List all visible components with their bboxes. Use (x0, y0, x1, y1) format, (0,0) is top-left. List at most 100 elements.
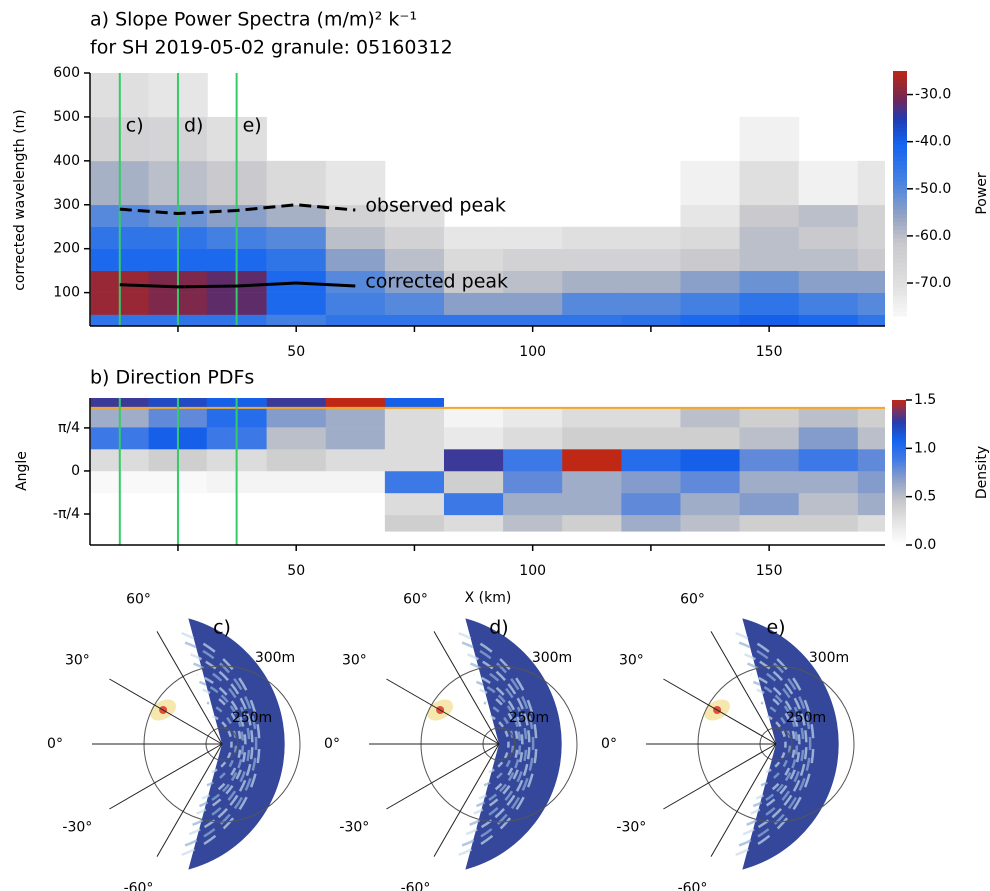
colorbar-swatch (893, 222, 907, 227)
colorbar-tick-label: -50.0 (915, 181, 951, 197)
polar-texture (196, 673, 247, 815)
colorbar-tick-label: -60.0 (915, 228, 951, 244)
heatmap-cell (798, 314, 859, 326)
colorbar-swatch (893, 213, 907, 219)
theta-tick-label: 0° (324, 736, 340, 752)
heatmap-cell (325, 270, 386, 293)
heatmap-cell (680, 449, 741, 472)
heatmap-cell (680, 427, 741, 450)
polar-texture (206, 701, 238, 787)
heatmap-cell (266, 427, 327, 450)
theta-tick-label: -60° (401, 881, 431, 891)
heatmap-cell (503, 470, 563, 494)
heatmap-cell (443, 314, 504, 326)
heatmap-cell (621, 398, 681, 409)
heatmap-cell (857, 398, 885, 409)
colorbar-swatch (892, 412, 906, 415)
polar-spoke (433, 743, 500, 857)
colorbar-swatch (892, 453, 906, 457)
colorbar-swatch (892, 438, 906, 442)
ring-label: 250m (786, 710, 826, 726)
y-tick-label: 500 (53, 109, 80, 125)
x-tick-label: 150 (756, 563, 783, 579)
colorbar-swatch (892, 518, 906, 522)
polar-spoke (710, 631, 777, 745)
heatmap-cell (562, 470, 622, 494)
heatmap-cell (739, 314, 800, 326)
colorbar-swatch (893, 120, 907, 125)
heatmap-cell (443, 470, 504, 494)
colorbar-swatch (893, 295, 907, 301)
colorbar-swatch (893, 132, 907, 137)
colorbar-swatch (893, 177, 907, 182)
heatmap-cell (325, 160, 386, 206)
heatmap-cell (325, 248, 386, 271)
chart-title: a) Slope Power Spectra (m/m)² k⁻¹ (90, 9, 417, 31)
marker-label: d) (184, 115, 203, 137)
ring-label: 250m (509, 710, 549, 726)
colorbar-swatch (892, 489, 906, 493)
colorbar-swatch (892, 404, 906, 408)
heatmap-cell (503, 514, 563, 532)
x-tick-label: 150 (756, 344, 783, 360)
polar-texture (461, 641, 535, 847)
heatmap-cell (857, 160, 885, 206)
heatmap-cell (739, 427, 800, 450)
colorbar-swatch (892, 402, 906, 406)
colorbar-tick-label: 0.5 (914, 489, 936, 505)
y-tick-label: -π/4 (53, 506, 80, 522)
colorbar-tick-label: 0.0 (914, 537, 936, 553)
colorbar-tick-label: -70.0 (915, 275, 951, 291)
polar-spoke (663, 678, 777, 745)
colorbar-swatch (893, 124, 907, 129)
heatmap-cell (266, 160, 327, 206)
heatmap-cell (384, 270, 445, 293)
heatmap-cell (266, 514, 327, 532)
colorbar-swatch (892, 462, 906, 466)
x-tick-label: 100 (519, 344, 546, 360)
heatmap-cell (739, 292, 800, 315)
colorbar-tick-label: 1.5 (914, 392, 936, 408)
heatmap-cell (857, 204, 885, 228)
theta-tick-label: 30° (342, 653, 367, 669)
heatmap-cell (384, 398, 445, 409)
heatmap-cell (266, 314, 327, 326)
colorbar-swatch (892, 416, 906, 420)
colorbar-swatch (892, 516, 906, 519)
series-label: observed peak (365, 195, 506, 217)
colorbar-swatch (892, 508, 906, 512)
colorbar-swatch (893, 250, 907, 256)
heatmap-cell (857, 492, 885, 516)
y-tick-label: 200 (53, 241, 80, 257)
colorbar-swatch (893, 79, 907, 84)
heatmap-cell (739, 492, 800, 516)
polar-texture (475, 680, 522, 808)
polar-texture (184, 641, 258, 847)
colorbar-swatch (892, 528, 906, 531)
colorbar-label: Density (974, 446, 990, 499)
heatmap-cell (621, 492, 681, 516)
y-axis-label: corrected wavelength (m) (12, 109, 28, 291)
heatmap-cell (739, 248, 800, 271)
theta-tick-label: -60° (678, 881, 708, 891)
colorbar-swatch (893, 148, 907, 154)
polar-spoke (663, 743, 777, 810)
heatmap-cell (562, 314, 622, 326)
heatmap-cell (384, 407, 445, 428)
heatmap-cell (739, 407, 800, 428)
heatmap-cell (680, 160, 741, 206)
colorbar-swatch (893, 103, 907, 109)
heatmap-cell (857, 449, 885, 472)
colorbar-swatch (893, 279, 907, 284)
heatmap-cell (621, 270, 681, 293)
polar-texture (752, 680, 799, 808)
colorbar-swatch (892, 523, 906, 527)
colorbar-swatch (892, 429, 906, 432)
colorbar-swatch (892, 445, 906, 449)
colorbar-swatch (893, 185, 907, 190)
colorbar-swatch (892, 494, 906, 498)
heatmap-cell (798, 292, 859, 315)
heatmap-cell (798, 204, 859, 228)
colorbar-swatch (892, 424, 906, 428)
y-tick-label: 300 (53, 197, 80, 213)
